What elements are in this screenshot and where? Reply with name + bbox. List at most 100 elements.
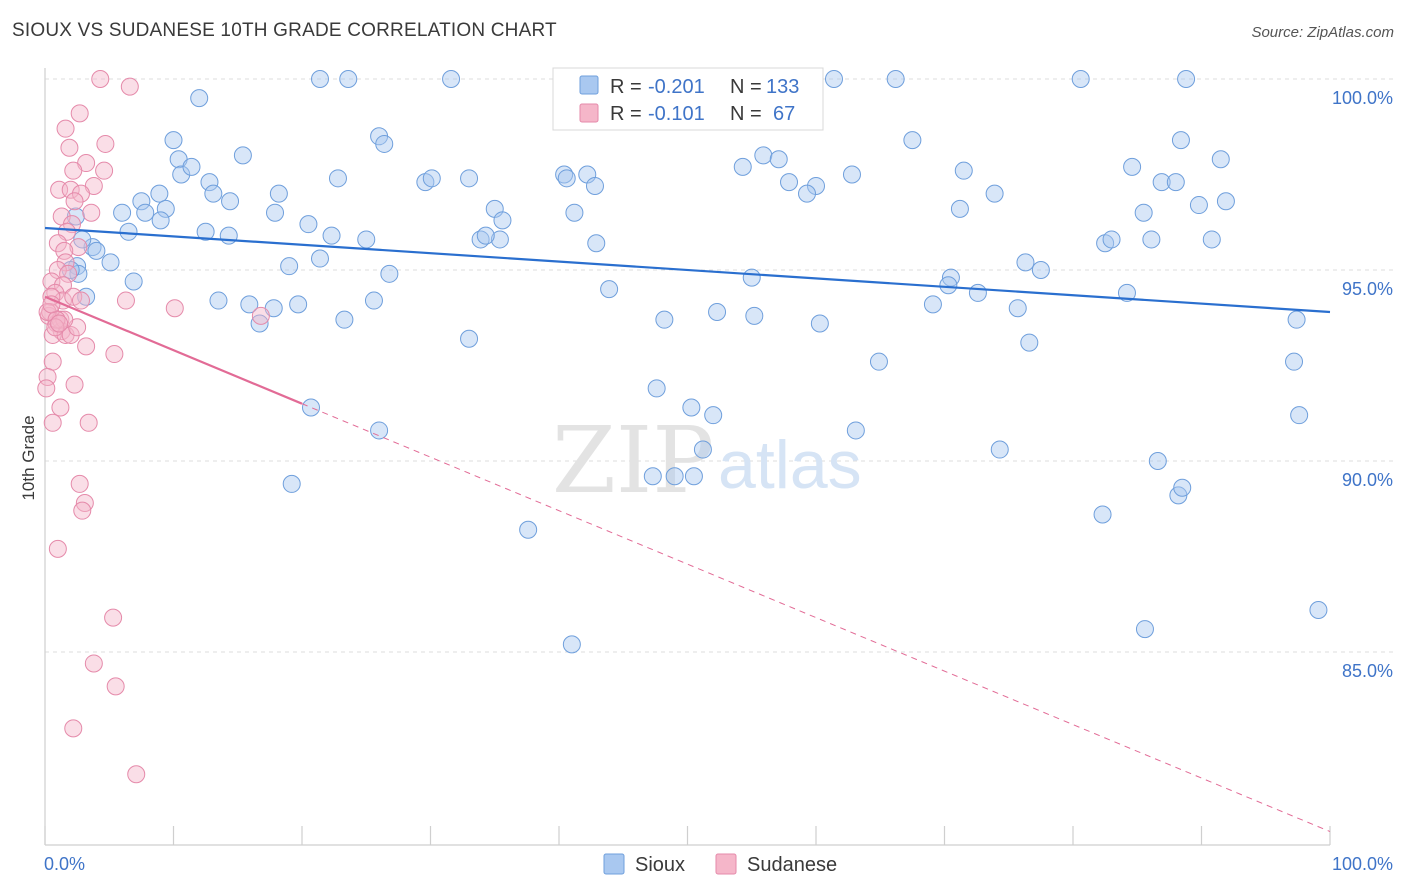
sudanese-point-55: [64, 719, 83, 738]
sioux-point-64: [807, 176, 825, 195]
sudanese-point-11: [61, 180, 80, 199]
sioux-point-94: [1189, 196, 1208, 215]
chart-title: SIOUX VS SUDANESE 10TH GRADE CORRELATION…: [12, 20, 557, 41]
sioux-point-42: [289, 295, 308, 314]
sioux-point-10: [190, 89, 209, 108]
sioux-point-82: [1008, 299, 1027, 318]
sudanese-point-41: [43, 352, 62, 371]
sioux-point-59: [600, 280, 619, 299]
sioux-point-26: [113, 203, 132, 222]
sioux-point-32: [266, 203, 285, 222]
legend-n-value-sioux: 133: [766, 76, 799, 98]
sioux-point-68: [903, 131, 922, 150]
sioux-point-18: [200, 173, 219, 192]
sudanese-point-23: [59, 264, 78, 283]
legend-r-value-sudanese: -0.101: [648, 103, 705, 125]
bottom-legend-swatch-sioux: [603, 853, 625, 875]
sioux-point-53: [476, 226, 495, 245]
sioux-point-116: [1309, 600, 1328, 619]
sioux-point-119: [370, 421, 389, 440]
sioux-point-107: [643, 467, 662, 486]
sudanese-point-50: [73, 501, 92, 520]
sioux-point-101: [1290, 406, 1309, 425]
sioux-point-57: [565, 203, 584, 222]
sioux-point-51: [493, 211, 512, 230]
bottom-legend-label-sudanese: Sudanese: [747, 854, 837, 876]
sioux-point-35: [357, 230, 376, 249]
y-tick-label-0: 100.0%: [1332, 88, 1393, 108]
sudanese-point-44: [65, 375, 84, 394]
sioux-point-34: [322, 226, 341, 245]
sudanese-point-13: [65, 192, 84, 211]
sudanese-point-24: [42, 272, 61, 291]
sioux-point-49: [490, 230, 509, 249]
sioux-point-95: [1202, 230, 1221, 249]
sioux-point-73: [745, 306, 764, 325]
sudanese-point-40: [105, 345, 124, 364]
sudanese-point-21: [56, 253, 75, 272]
sioux-point-113: [1148, 452, 1167, 470]
sudanese-points: [37, 70, 270, 784]
sioux-point-38: [380, 264, 399, 283]
y-tick-label-2: 90.0%: [1342, 470, 1393, 490]
sioux-point-90: [1216, 192, 1235, 211]
sudanese-point-54: [106, 677, 125, 696]
watermark: ZIP atlas: [552, 407, 862, 514]
sioux-point-13: [164, 131, 183, 150]
sioux-point-110: [990, 440, 1009, 459]
sioux-point-27: [119, 222, 138, 241]
legend-r-label-sioux: R =: [610, 76, 642, 98]
sioux-point-98: [1117, 283, 1136, 302]
sioux-point-40: [240, 295, 259, 314]
grid-lines: [45, 78, 1394, 653]
sudanese-point-19: [69, 238, 88, 257]
sudanese-point-18: [48, 234, 67, 253]
sioux-point-61: [733, 157, 752, 176]
sioux-point-43: [250, 314, 269, 333]
sioux-point-126: [124, 272, 143, 291]
sudanese-point-20: [55, 241, 74, 260]
sioux-point-66: [798, 184, 817, 203]
sioux-point-21: [150, 184, 169, 203]
sioux-point-87: [1102, 230, 1121, 249]
sudanese-point-31: [165, 299, 184, 318]
sioux-point-28: [196, 222, 215, 241]
sioux-point-88: [1142, 230, 1161, 249]
sioux-point-9: [1177, 70, 1196, 88]
sioux-point-17: [182, 157, 201, 176]
x-tick-label-left: 0.0%: [44, 854, 85, 874]
x-tick-label-right: 100.0%: [1332, 854, 1393, 874]
sioux-point-72: [742, 268, 761, 287]
sioux-point-105: [693, 440, 712, 459]
sioux-point-103: [682, 398, 701, 417]
sioux-point-96: [1211, 150, 1230, 169]
y-tick-labels: 100.0% 95.0% 90.0% 85.0%: [1332, 88, 1393, 681]
sioux-point-69: [954, 161, 973, 180]
sioux-point-8: [1071, 70, 1090, 88]
sioux-trend-line: [44, 226, 1331, 314]
sudanese-point-0: [91, 70, 110, 88]
sudanese-point-37: [61, 325, 80, 344]
watermark-atlas: atlas: [718, 427, 862, 503]
sioux-point-30: [269, 184, 288, 203]
sioux-point-85: [1031, 261, 1050, 279]
sioux-point-24: [156, 199, 175, 218]
chart-source: Source: ZipAtlas.com: [1251, 24, 1394, 41]
sioux-point-16: [172, 165, 191, 184]
y-tick-label-3: 85.0%: [1342, 661, 1393, 681]
sudanese-point-43: [37, 379, 56, 398]
sioux-point-0: [310, 70, 329, 88]
sudanese-point-4: [96, 134, 115, 153]
sioux-point-14: [233, 146, 252, 165]
sioux-point-83: [1020, 333, 1039, 352]
sudanese-point-5: [60, 138, 79, 157]
x-ticks: [44, 826, 1331, 845]
sudanese-point-39: [77, 337, 96, 356]
sudanese-point-8: [95, 161, 114, 180]
sudanese-point-30: [116, 291, 135, 310]
legend-swatch-sudanese: [579, 103, 599, 123]
sioux-point-58: [587, 234, 606, 253]
sioux-point-118: [519, 520, 538, 539]
sioux-point-121: [301, 398, 320, 417]
sioux-point-84: [1016, 253, 1035, 272]
